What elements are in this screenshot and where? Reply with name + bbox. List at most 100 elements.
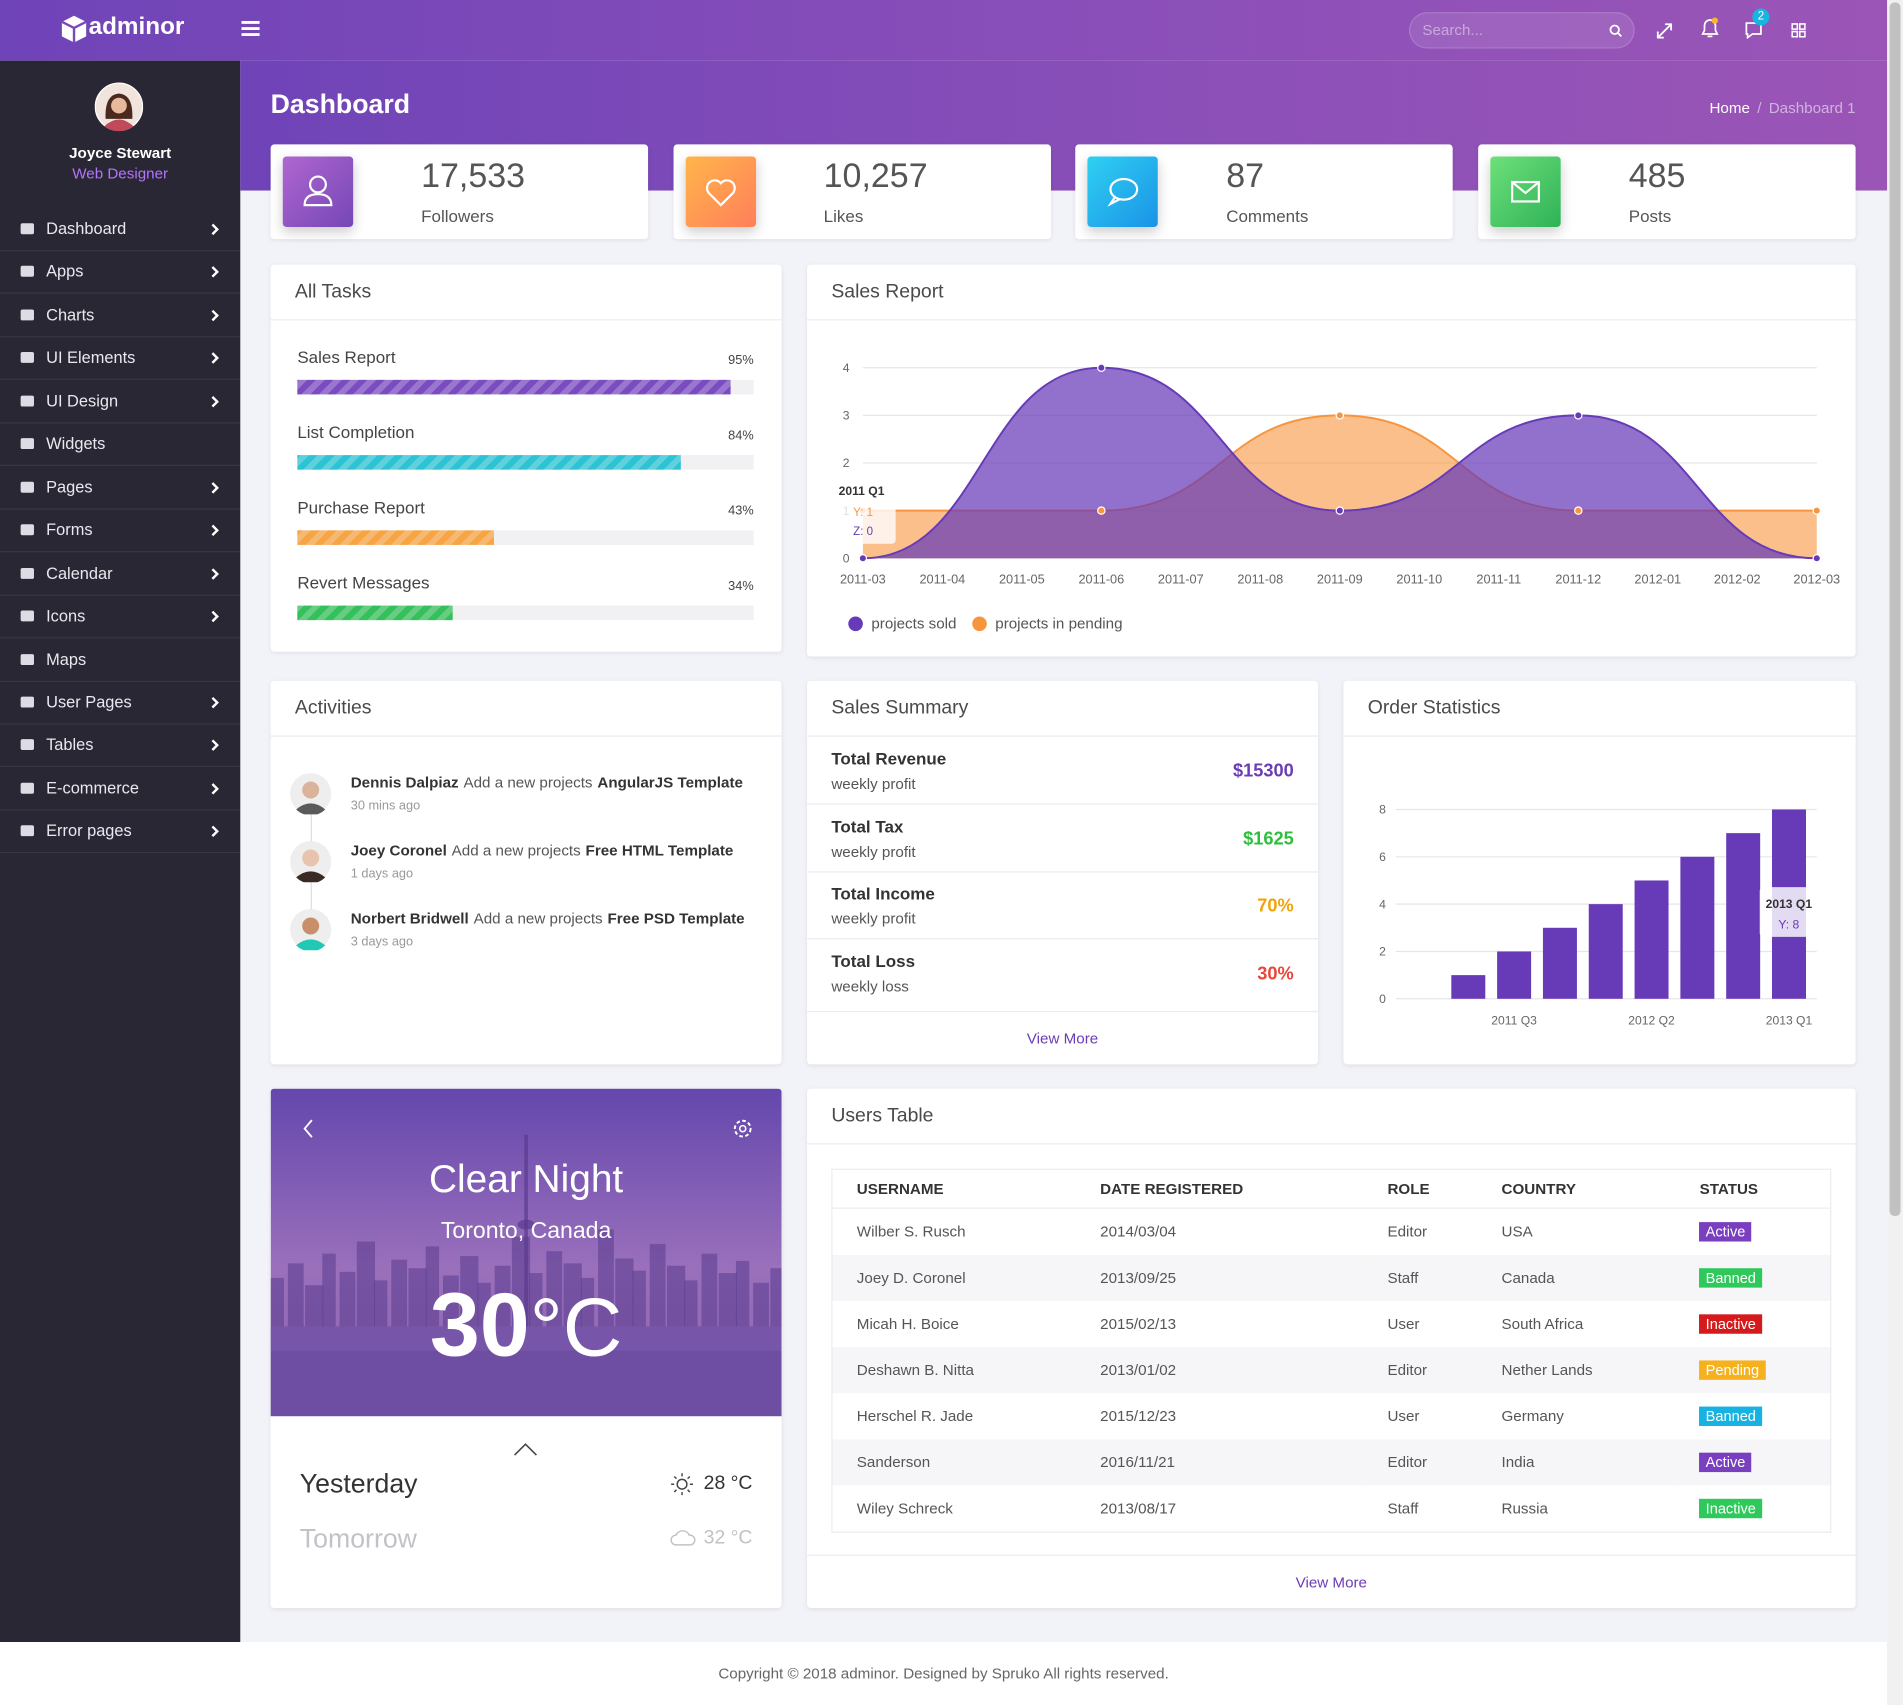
building [718,1273,737,1327]
menu-item[interactable]: Widgets [0,423,241,467]
table-cell: USA [1501,1223,1533,1241]
menu-icon [20,653,34,665]
fullscreen-button[interactable] [1656,23,1673,39]
bar [1542,927,1577,999]
chevron-shape [211,782,219,795]
stat-icon [282,156,354,227]
stat-label: Posts [1628,206,1672,226]
activity-time: 30 mins ago [350,798,421,814]
stat-card: 10,257 Likes [673,144,1051,240]
user-avatar[interactable] [94,82,144,132]
menu-item[interactable]: Maps [0,638,241,682]
menu-item[interactable]: UI Elements [0,337,241,381]
bar [1634,880,1669,999]
table-row: Deshawn B. Nitta 2013/01/02 Editor Nether L… [831,1347,1831,1394]
menu-toggle[interactable] [241,20,260,37]
search-icon-shape [1617,32,1623,38]
activity-project: Free HTML Template [585,842,734,860]
x-tick-label: 2012 Q2 [1628,1013,1675,1027]
menu-icon [20,825,34,837]
stat-label: Comments [1226,206,1309,226]
building [494,1265,511,1327]
menu-item[interactable]: E-commerce [0,767,241,811]
menu-icon [20,610,34,622]
view-more[interactable]: View More [807,1010,1318,1066]
chevron [211,696,219,709]
sales-summary-card: Sales Summary View More Total Revenue wee… [807,680,1318,1066]
chevron [211,223,219,236]
menu-label: Icons [46,606,86,626]
menu-item[interactable]: Calendar [0,552,241,596]
menu-item[interactable]: Pages [0,466,241,510]
logo-icon [61,15,87,43]
building [460,1256,479,1327]
settings-button[interactable] [732,1118,754,1140]
menu-item[interactable]: Icons [0,595,241,639]
status-badge: Pending [1699,1360,1766,1380]
gear-icon [733,1119,752,1138]
stat-card: 17,533 Followers [270,144,649,240]
icon-shape [1511,180,1541,203]
activity-project: Free PSD Template [607,910,745,928]
table-cell: Canada [1477,1254,1676,1301]
building [305,1285,324,1327]
building [546,1251,563,1327]
menu-item[interactable]: Apps [0,251,241,295]
menu-icon-shape [20,352,34,364]
menu-item[interactable]: UI Design [0,380,241,424]
stat-icon [685,156,756,227]
search-icon[interactable] [1609,24,1623,38]
x-tick-label: 2011-12 [1555,572,1601,587]
avatar-face [302,781,320,799]
menu-item[interactable]: Forms [0,509,241,553]
forecast-day: Tomorrow [299,1523,417,1554]
table-body: Wilber S. Rusch 2014/03/04 Editor USA Active… [831,1208,1831,1532]
avatar-body [104,119,134,132]
icon-shape [308,175,327,194]
scrollbar[interactable] [1887,0,1903,1705]
progress-bar [297,455,681,470]
table-cell: Active [1675,1439,1831,1486]
apps-button[interactable] [1791,23,1806,38]
bar [1588,904,1623,999]
chevron [211,524,219,537]
avatar-face [302,917,320,935]
task-percent: 95% [728,353,754,368]
sidebar: Joyce Stewart Web Designer Dashboard Apps… [0,60,241,1643]
stat-glyph [303,175,333,207]
users-table: USERNAME DATE REGISTERED ROLE COUNTRY STATUS… [831,1168,1832,1533]
menu-item[interactable]: User Pages [0,681,241,725]
table-cell: South Africa [1501,1315,1584,1333]
tooltip-line: Z: 0 [853,526,873,538]
collapse-button[interactable] [513,1443,537,1456]
menu-item[interactable]: Dashboard [0,208,241,252]
progress-track [297,379,754,395]
summary-label: Total Revenue [831,748,947,769]
bar [1497,951,1532,999]
x-tick-label: 2011-07 [1158,572,1204,587]
column-header: USERNAME [831,1169,1076,1209]
building [270,1277,284,1327]
fullscreen-icon [1656,23,1673,39]
menu-item[interactable]: Charts [0,294,241,338]
notifications-button[interactable] [1700,16,1719,40]
legend-marker [848,616,863,632]
back-icon [303,1119,313,1138]
back-button[interactable] [302,1119,314,1138]
menu-icon [20,782,34,794]
scrollbar-thumb[interactable] [1889,2,1901,1217]
menu-label: Maps [46,649,87,669]
chevron-shape [211,739,219,752]
building [580,1277,595,1327]
table-cell: Staff [1387,1500,1419,1517]
search-box[interactable]: Search... [1408,12,1635,49]
card-title: Sales Report [807,265,1856,321]
menu-item[interactable]: Tables [0,724,241,768]
view-more[interactable]: View More [807,1554,1856,1610]
breadcrumb-link[interactable]: Home [1709,99,1750,117]
activity-user: Dennis Dalpiaz [350,774,459,792]
tasks-card: All Tasks Sales Report 95% List Completion… [270,264,782,652]
table-cell: Inactive [1675,1485,1830,1532]
menu-item[interactable]: Error pages [0,810,241,854]
x-tick-label: 2011-03 [840,572,886,587]
